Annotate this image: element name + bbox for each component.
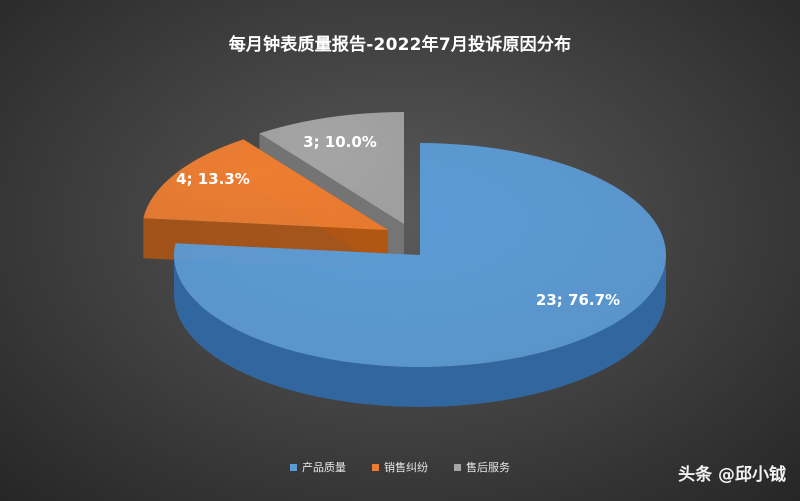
watermark: 头条 @邱小钺 (678, 465, 786, 485)
legend-swatch-after-sales (454, 463, 461, 471)
legend-swatch-product-quality (290, 463, 297, 471)
data-label-product-quality: 23; 76.7% (536, 291, 620, 309)
chart-title: 每月钟表质量报告-2022年7月投诉原因分布 (228, 35, 572, 55)
legend-label-after-sales: 售后服务 (466, 461, 510, 474)
legend: 产品质量 销售纠纷 售后服务 (0, 459, 800, 475)
legend-item-after-sales: 售后服务 (454, 459, 510, 475)
legend-item-sales-dispute: 销售纠纷 (372, 459, 428, 475)
slice-top-after-sales (259, 112, 404, 224)
data-label-sales-dispute: 4; 13.3% (176, 170, 250, 188)
pie-slice-product-quality (173, 143, 666, 407)
legend-swatch-sales-dispute (372, 463, 379, 471)
legend-label-sales-dispute: 销售纠纷 (384, 461, 428, 474)
slice-top-sales-dispute (143, 139, 388, 230)
legend-item-product-quality: 产品质量 (290, 459, 346, 475)
legend-label-product-quality: 产品质量 (302, 461, 346, 474)
data-label-after-sales: 3; 10.0% (303, 133, 377, 151)
slice-side-product-quality (174, 255, 666, 407)
slice-top-product-quality (173, 143, 666, 368)
